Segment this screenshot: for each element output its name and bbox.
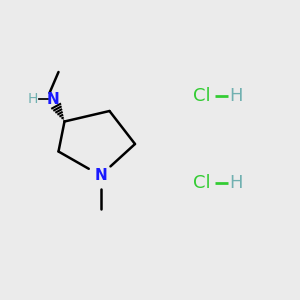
Text: H: H (28, 92, 38, 106)
Text: Cl: Cl (194, 174, 211, 192)
Text: N: N (94, 168, 107, 183)
Text: N: N (46, 92, 59, 106)
Text: H: H (230, 174, 243, 192)
Text: H: H (230, 87, 243, 105)
Text: Cl: Cl (194, 87, 211, 105)
